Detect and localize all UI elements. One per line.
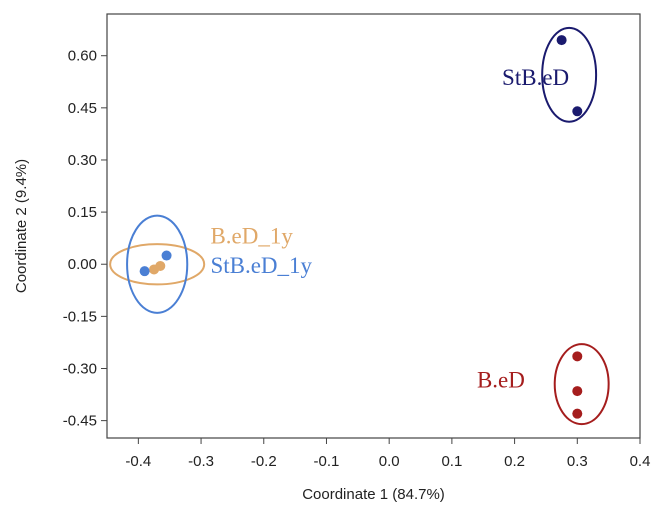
confidence-ellipse xyxy=(109,243,206,286)
x-tick-label: -0.4 xyxy=(125,453,151,470)
data-point xyxy=(572,386,583,397)
x-tick-label: 0.1 xyxy=(441,453,462,470)
confidence-ellipse xyxy=(541,26,598,123)
data-point xyxy=(572,408,583,419)
y-tick-label: 0.30 xyxy=(68,152,97,169)
group-label: StB.eD xyxy=(502,65,569,90)
x-tick-label: 0.0 xyxy=(379,453,400,470)
data-point xyxy=(556,35,567,46)
group-label: StB.eD_1y xyxy=(210,253,312,278)
data-point xyxy=(572,351,583,362)
y-tick-label: 0.15 xyxy=(68,204,97,221)
x-tick-label: -0.1 xyxy=(314,453,340,470)
data-point xyxy=(155,260,166,271)
x-tick-label: 0.3 xyxy=(567,453,588,470)
y-tick-label: -0.30 xyxy=(63,360,97,377)
confidence-ellipse xyxy=(126,214,189,314)
group-labels-layer: StB.eD B.eD_1y StB.eD_1y B.eD xyxy=(210,65,569,392)
points-layer xyxy=(139,35,583,419)
x-tick-label: -0.2 xyxy=(251,453,277,470)
y-axis-title: Coordinate 2 (9.4%) xyxy=(13,159,30,293)
y-tick-label: 0.60 xyxy=(68,48,97,65)
group-label: B.eD_1y xyxy=(210,223,293,248)
data-point xyxy=(139,266,150,277)
y-axis: 0.60 0.45 0.30 0.15 0.00 -0.15 -0.30 -0.45 xyxy=(63,48,107,430)
y-tick-label: -0.45 xyxy=(63,413,97,430)
y-tick-label: 0.45 xyxy=(68,100,97,117)
group-label: B.eD xyxy=(477,368,525,393)
plot-frame xyxy=(106,13,641,439)
x-tick-label: 0.2 xyxy=(504,453,525,470)
x-axis-title: Coordinate 1 (84.7%) xyxy=(302,486,445,503)
x-axis: -0.4 -0.3 -0.2 -0.1 0.0 0.1 0.2 0.3 0.4 xyxy=(125,438,650,470)
ellipses-layer xyxy=(109,26,610,426)
confidence-ellipse xyxy=(553,343,610,426)
data-point xyxy=(161,250,172,261)
y-tick-label: -0.15 xyxy=(63,308,97,325)
data-point xyxy=(572,106,583,117)
x-tick-label: -0.3 xyxy=(188,453,214,470)
x-tick-label: 0.4 xyxy=(630,453,651,470)
y-tick-label: 0.00 xyxy=(68,256,97,273)
